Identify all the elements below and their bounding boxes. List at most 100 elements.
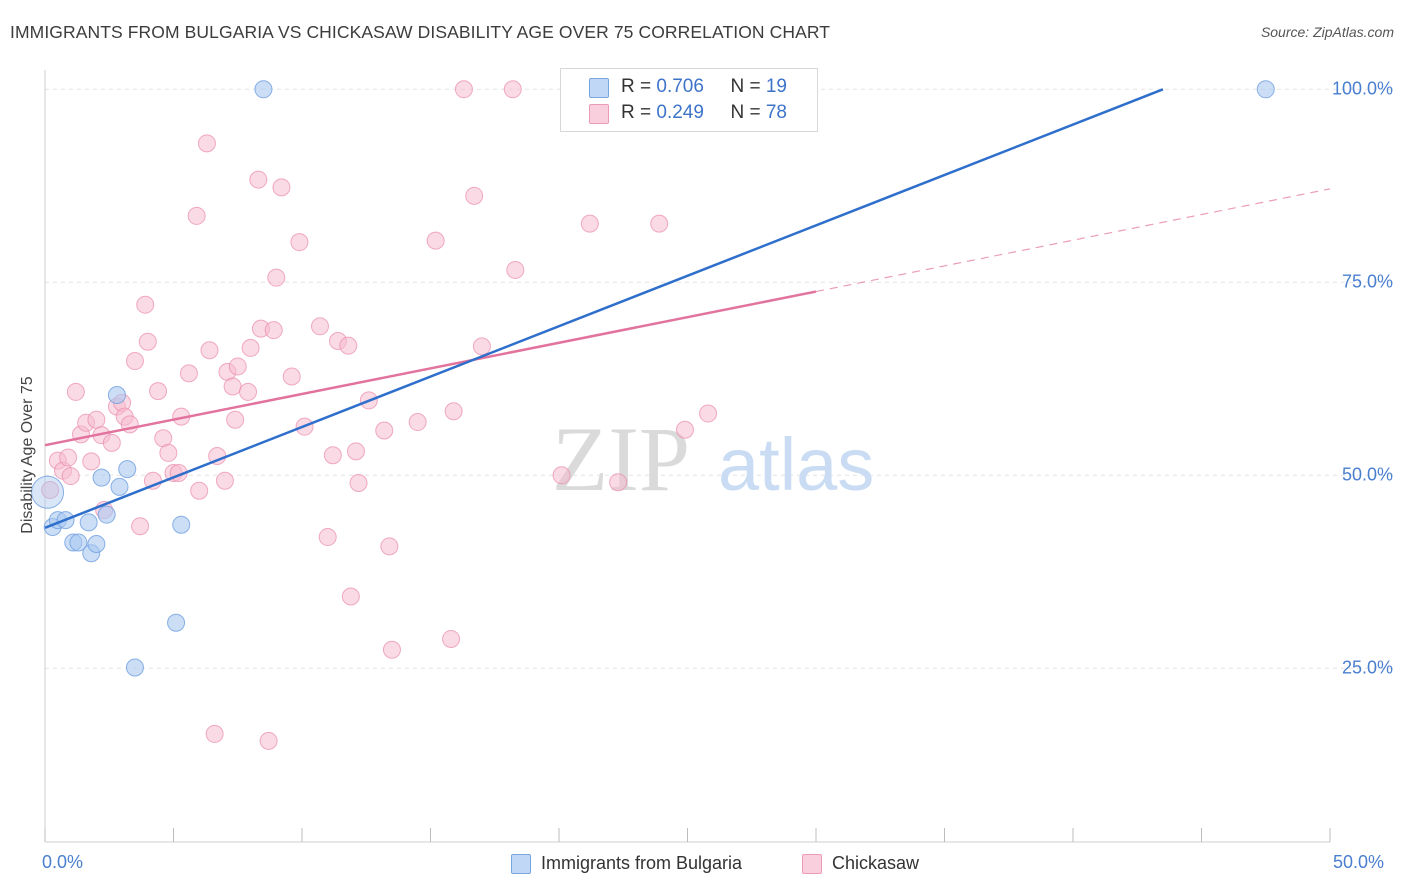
trend-lines bbox=[44, 88, 1331, 529]
bulgaria-point bbox=[97, 505, 116, 524]
chickasaw-point bbox=[259, 731, 278, 750]
chickasaw-point bbox=[149, 382, 168, 401]
bulgaria-point bbox=[125, 658, 144, 677]
bulgaria-point bbox=[87, 535, 106, 554]
bulgaria-swatch bbox=[589, 78, 609, 98]
chickasaw-point bbox=[675, 420, 694, 439]
chickasaw-point bbox=[426, 231, 445, 250]
chickasaw-point bbox=[506, 260, 525, 279]
bulgaria-point bbox=[110, 477, 129, 496]
chickasaw-point bbox=[249, 170, 268, 189]
legend-label: Chickasaw bbox=[832, 853, 920, 873]
bulgaria-point bbox=[92, 468, 111, 487]
chickasaw-swatch bbox=[589, 104, 609, 124]
chickasaw-legend-swatch bbox=[802, 854, 822, 874]
chickasaw-point bbox=[318, 528, 337, 547]
chickasaw-point bbox=[102, 433, 121, 452]
chickasaw-point bbox=[382, 640, 401, 659]
chickasaw-point bbox=[580, 214, 599, 233]
chickasaw-points bbox=[41, 80, 718, 750]
chickasaw-point bbox=[442, 629, 461, 648]
y-tick-label: 100.0% bbox=[1331, 78, 1393, 99]
chickasaw-point bbox=[87, 410, 106, 429]
chickasaw-point bbox=[454, 80, 473, 99]
chickasaw-point bbox=[159, 443, 178, 462]
chickasaw-point bbox=[190, 481, 209, 500]
bulgaria-point bbox=[118, 460, 137, 479]
chickasaw-point bbox=[41, 480, 60, 499]
bulgaria-point bbox=[1256, 80, 1275, 99]
chickasaw-point bbox=[699, 404, 718, 423]
y-tick-label: 25.0% bbox=[1341, 657, 1393, 678]
n-label: N = bbox=[730, 102, 766, 123]
y-tick-label: 50.0% bbox=[1341, 464, 1393, 485]
chickasaw-point bbox=[197, 134, 216, 153]
watermark: ZIP atlas bbox=[552, 408, 874, 510]
y-axis-label: Disability Age Over 75 bbox=[19, 376, 36, 534]
chickasaw-trend-line bbox=[44, 290, 817, 447]
n-value: 78 bbox=[765, 102, 787, 123]
chickasaw-point bbox=[380, 537, 399, 556]
chickasaw-point bbox=[61, 467, 80, 486]
r-value: 0.706 bbox=[656, 76, 704, 97]
chickasaw-point bbox=[136, 295, 155, 314]
chickasaw-point bbox=[187, 206, 206, 225]
chickasaw-point bbox=[272, 178, 291, 197]
axes bbox=[44, 70, 1331, 843]
chickasaw-point bbox=[650, 214, 669, 233]
r-value: 0.249 bbox=[656, 102, 704, 123]
chickasaw-point bbox=[609, 473, 628, 492]
watermark-zip: ZIP bbox=[552, 408, 690, 510]
bulgaria-points bbox=[31, 80, 1275, 677]
chickasaw-point bbox=[264, 321, 283, 340]
chickasaw-point bbox=[228, 357, 247, 376]
bulgaria-trend-line bbox=[44, 88, 1164, 529]
chickasaw-point bbox=[239, 382, 258, 401]
grid-lines bbox=[45, 88, 1394, 669]
chart-title: IMMIGRANTS FROM BULGARIA VS CHICKASAW DI… bbox=[10, 22, 831, 42]
x-tick-label-max: 50.0% bbox=[1333, 852, 1385, 872]
chickasaw-point bbox=[179, 364, 198, 383]
chickasaw-point bbox=[472, 337, 491, 356]
chickasaw-point bbox=[282, 367, 301, 386]
chickasaw-point bbox=[503, 80, 522, 99]
chickasaw-point bbox=[223, 377, 242, 396]
chickasaw-point bbox=[241, 338, 260, 357]
chickasaw-point bbox=[205, 724, 224, 743]
legend-label: Immigrants from Bulgaria bbox=[541, 853, 743, 873]
bulgaria-point bbox=[107, 386, 126, 405]
bulgaria-point bbox=[31, 475, 65, 509]
chickasaw-point bbox=[59, 448, 78, 467]
chickasaw-point bbox=[341, 587, 360, 606]
watermark-atlas: atlas bbox=[718, 423, 874, 506]
bulgaria-legend-swatch bbox=[511, 854, 531, 874]
bulgaria-point bbox=[172, 515, 191, 534]
chickasaw-point bbox=[465, 186, 484, 205]
x-tick-label-min: 0.0% bbox=[42, 852, 84, 872]
r-label: R = bbox=[621, 102, 657, 123]
chickasaw-point bbox=[290, 233, 309, 252]
chickasaw-point bbox=[66, 382, 85, 401]
source-label: Source: ZipAtlas.com bbox=[1260, 24, 1394, 40]
chickasaw-point bbox=[444, 402, 463, 421]
chickasaw-point bbox=[125, 352, 144, 371]
bulgaria-point bbox=[69, 533, 88, 552]
n-label: N = bbox=[730, 76, 766, 97]
chickasaw-point bbox=[349, 474, 368, 493]
chickasaw-point bbox=[215, 471, 234, 490]
n-value: 19 bbox=[765, 76, 787, 97]
chickasaw-point bbox=[82, 452, 101, 471]
chickasaw-point bbox=[552, 466, 571, 485]
chickasaw-point bbox=[339, 336, 358, 355]
bulgaria-point bbox=[167, 613, 186, 632]
bulgaria-point bbox=[254, 80, 273, 99]
chickasaw-trend-extrapolated bbox=[815, 188, 1331, 293]
chickasaw-point bbox=[226, 410, 245, 429]
chickasaw-point bbox=[346, 442, 365, 461]
chickasaw-point bbox=[138, 332, 157, 351]
series-legend: Immigrants from Bulgaria Chickasaw bbox=[0, 852, 1406, 878]
chickasaw-point bbox=[375, 421, 394, 440]
r-label: R = bbox=[621, 76, 657, 97]
chickasaw-point bbox=[131, 517, 150, 536]
